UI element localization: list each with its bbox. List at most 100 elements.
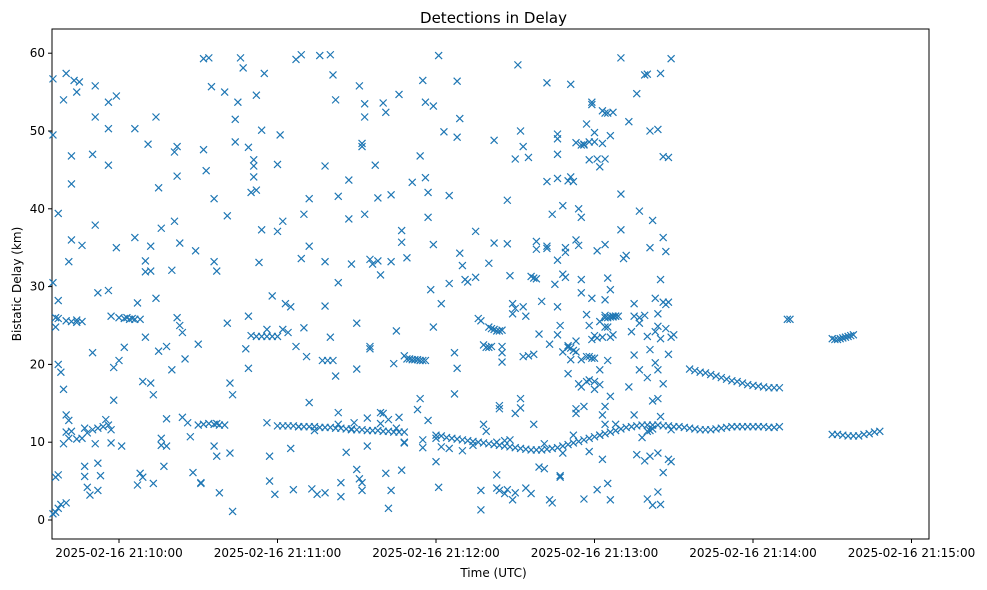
- data-point: [646, 243, 654, 252]
- data-point: [603, 323, 612, 331]
- data-point: [72, 88, 81, 97]
- data-point: [299, 323, 308, 332]
- data-point: [104, 161, 113, 170]
- data-point: [257, 225, 266, 234]
- data-point: [545, 340, 554, 349]
- data-point: [268, 292, 277, 300]
- x-tick-label: 2025-02-16 21:15:00: [848, 546, 975, 560]
- data-point: [661, 324, 670, 333]
- data-point: [587, 100, 596, 109]
- data-point: [421, 173, 430, 182]
- data-point: [334, 192, 343, 201]
- data-point: [587, 335, 596, 344]
- data-point: [350, 418, 359, 427]
- data-point: [170, 217, 179, 226]
- data-point: [495, 401, 504, 410]
- data-point: [519, 302, 528, 311]
- data-point: [88, 425, 97, 434]
- data-point: [529, 420, 538, 429]
- data-point: [223, 211, 232, 220]
- data-point: [286, 444, 295, 453]
- data-point: [387, 486, 396, 495]
- data-point: [78, 317, 86, 326]
- data-point: [286, 302, 295, 311]
- data-point: [669, 330, 678, 339]
- data-point: [403, 253, 411, 262]
- data-point: [506, 271, 514, 280]
- data-point: [471, 273, 480, 282]
- data-point: [601, 295, 609, 304]
- data-point: [231, 115, 240, 124]
- data-point: [400, 428, 409, 437]
- data-point: [775, 422, 784, 431]
- data-point: [511, 155, 520, 163]
- data-point: [574, 437, 583, 446]
- data-point: [54, 314, 63, 323]
- data-point: [553, 330, 562, 339]
- x-tick-label: 2025-02-16 21:12:00: [372, 546, 499, 560]
- data-point: [49, 130, 57, 139]
- data-point: [241, 344, 250, 353]
- x-tick-label: 2025-02-16 21:10:00: [55, 546, 182, 560]
- data-point: [532, 274, 541, 283]
- data-point: [141, 257, 150, 265]
- data-point: [508, 495, 517, 504]
- data-point: [202, 166, 211, 175]
- y-tick-label: 40: [30, 202, 45, 216]
- data-point: [733, 377, 742, 386]
- data-point: [574, 204, 583, 213]
- data-point: [569, 177, 578, 186]
- data-point: [321, 302, 329, 310]
- data-point: [580, 495, 588, 503]
- data-point: [299, 210, 308, 219]
- y-tick-label: 30: [30, 280, 45, 294]
- data-point: [841, 333, 850, 342]
- data-point: [590, 128, 599, 137]
- data-point: [875, 427, 884, 436]
- data-point: [104, 421, 113, 430]
- data-point: [532, 237, 541, 246]
- data-point: [326, 333, 335, 342]
- data-point: [212, 452, 221, 461]
- data-point: [239, 64, 248, 72]
- data-point: [321, 488, 329, 497]
- x-tick-label: 2025-02-16 21:13:00: [531, 546, 658, 560]
- data-point: [577, 355, 586, 364]
- data-point: [64, 257, 73, 266]
- data-point: [366, 342, 374, 351]
- data-point: [305, 398, 314, 407]
- data-point: [313, 490, 322, 499]
- data-point: [384, 415, 393, 424]
- data-point: [212, 267, 221, 275]
- data-point: [315, 51, 324, 60]
- data-point: [630, 411, 639, 419]
- data-point: [561, 243, 570, 252]
- data-point: [437, 299, 446, 308]
- data-point: [104, 124, 113, 133]
- data-point: [572, 337, 580, 345]
- data-point: [49, 278, 57, 287]
- data-point: [511, 488, 520, 497]
- data-point: [854, 432, 863, 440]
- data-point: [424, 416, 432, 425]
- data-point: [397, 226, 406, 235]
- data-point: [548, 210, 557, 219]
- data-point: [96, 471, 105, 480]
- data-point: [543, 244, 551, 253]
- data-point: [54, 470, 63, 479]
- data-point: [643, 495, 652, 503]
- data-point: [775, 383, 784, 392]
- data-point: [582, 352, 591, 361]
- data-point: [67, 427, 76, 436]
- data-point: [416, 394, 425, 403]
- data-point: [360, 210, 369, 219]
- data-point: [587, 98, 596, 107]
- data-point: [167, 365, 176, 374]
- data-point: [75, 78, 84, 86]
- data-point: [653, 394, 662, 403]
- data-point: [632, 89, 641, 98]
- data-point: [543, 78, 551, 87]
- data-point: [463, 278, 472, 286]
- data-point: [371, 161, 380, 170]
- data-point: [226, 449, 234, 458]
